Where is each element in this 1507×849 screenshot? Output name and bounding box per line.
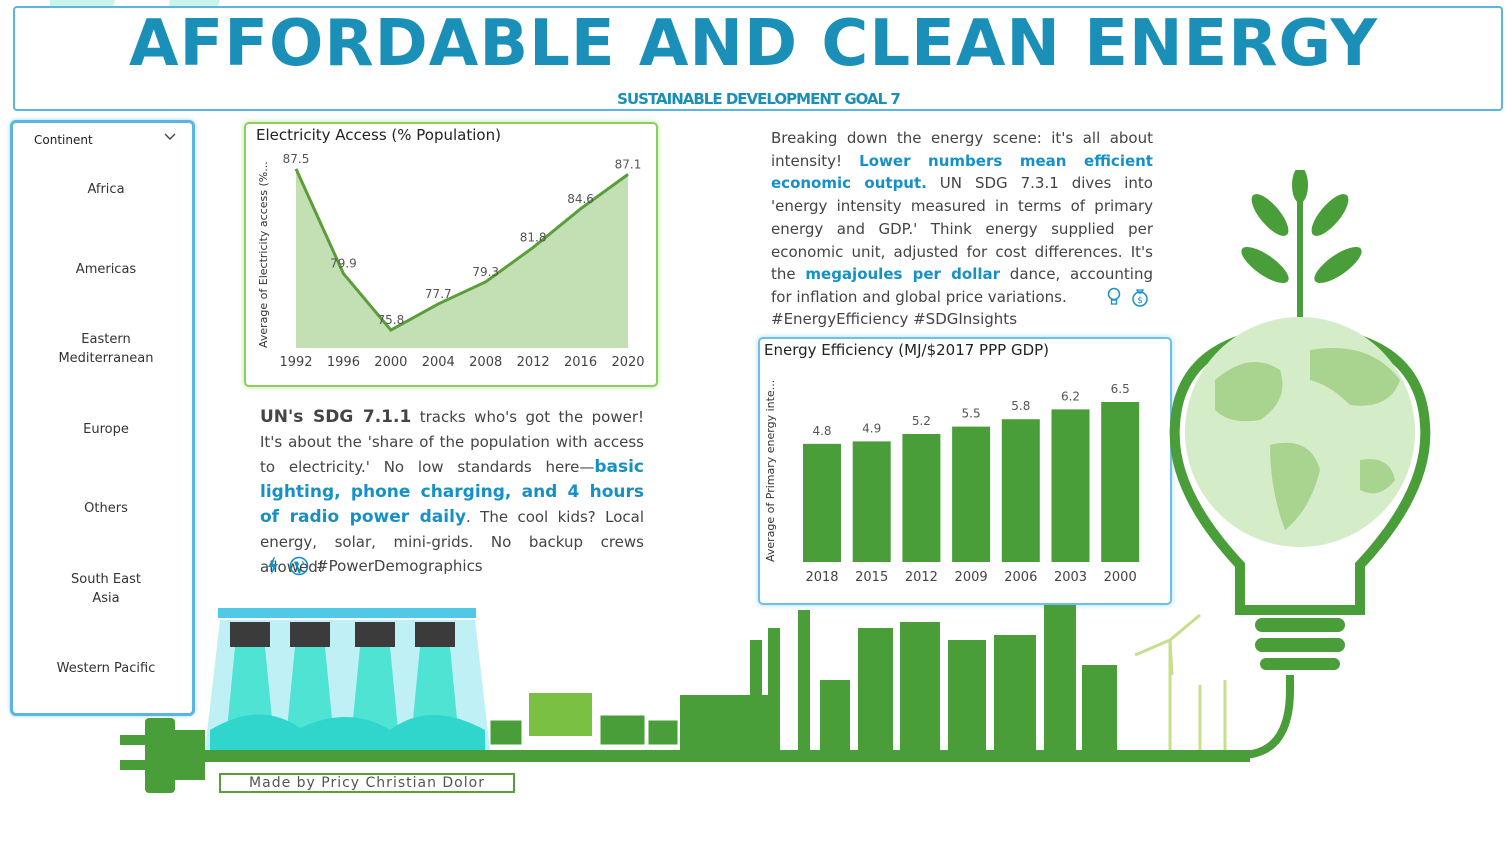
access-description: UN's SDG 7.1.1 tracks who's got the powe… (260, 405, 644, 580)
electricity-data-label: 75.8 (377, 313, 404, 327)
slicer-item-americas[interactable]: Americas (75, 262, 137, 277)
efficiency-highlight-1: Lower numbers mean efficient economic ou… (771, 151, 1153, 193)
efficiency-x-tick: 2015 (855, 570, 888, 585)
efficiency-data-label: 6.2 (1061, 389, 1080, 403)
efficiency-description: Breaking down the energy scene: it's all… (771, 127, 1153, 309)
efficiency-x-tick: 2006 (1004, 570, 1037, 585)
electricity-x-tick: 2008 (469, 355, 502, 370)
lightning-icon (266, 556, 280, 576)
electricity-data-label: 87.1 (615, 157, 642, 171)
access-text-1: tracks who's got the power! It's about t… (260, 408, 644, 476)
efficiency-bar[interactable] (1051, 409, 1090, 562)
efficiency-text-3: dance, accounting for inflation and glob… (771, 265, 1153, 306)
access-sdg-label: UN's SDG 7.1.1 (260, 407, 412, 427)
electricity-x-tick: 2020 (611, 355, 644, 370)
efficiency-x-tick: 2018 (805, 570, 838, 585)
efficiency-hashtag: #EnergyEfficiency #SDGInsights (771, 310, 1018, 328)
slicer-item-europe[interactable]: Europe (83, 422, 129, 437)
electricity-x-tick: 2004 (422, 355, 455, 370)
energy-efficiency-chart: 4.8 2018 4.9 2015 5.2 2012 5.5 2009 5.8 2006 6.2 20… (803, 382, 1140, 585)
page-title: AFFORDABLE AND CLEAN ENERGY (129, 7, 1378, 81)
lightbulb-globe-illustration (1169, 170, 1431, 759)
efficiency-highlight-2: megajoules per dollar (805, 265, 1001, 284)
efficiency-x-tick: 2009 (955, 570, 988, 585)
efficiency-bar[interactable] (1101, 402, 1140, 562)
efficiency-text-1: Breaking down the energy scene: it's all… (771, 129, 1153, 170)
efficiency-chart-title: Energy Efficiency (MJ/$2017 PPP GDP) (764, 341, 1050, 359)
electricity-series-line (294, 168, 629, 332)
access-text-2: . The cool kids? Local energy, solar, mi… (260, 508, 644, 576)
chevron-down-icon[interactable] (162, 128, 178, 144)
lightbulb-icon (1106, 287, 1122, 307)
electricity-data-label: 79.9 (330, 257, 357, 271)
energy-city-illustration (120, 605, 1250, 793)
electricity-access-chart: 87.5 1992 79.9 1996 75.8 2000 77.7 2004 79.3 2008… (279, 152, 644, 370)
efficiency-bar[interactable] (852, 441, 891, 562)
electricity-x-tick: 2000 (374, 355, 407, 370)
efficiency-data-label: 5.5 (962, 407, 981, 421)
slicer-item-others[interactable]: Others (84, 501, 128, 516)
electricity-x-tick: 2012 (517, 355, 550, 370)
access-hashtag: #PowerDemographics (316, 557, 483, 575)
header-frame (13, 6, 1503, 111)
slicer-item-south-east-asia[interactable]: South East Asia (71, 572, 141, 606)
slicer-label: Continent (34, 133, 93, 147)
electricity-x-tick: 1996 (327, 355, 360, 370)
electricity-x-tick: 2016 (564, 355, 597, 370)
efficiency-data-label: 5.2 (912, 414, 931, 428)
author-credit: Made by Pricy Christian Dolor (219, 773, 515, 793)
efficiency-bar[interactable] (952, 426, 991, 562)
slicer-item-eastern-mediterranean[interactable]: Eastern Mediterranean (58, 332, 154, 366)
efficiency-bar[interactable] (1001, 419, 1040, 562)
electricity-chart-ylabel: Average of Electricity access (%... (257, 161, 270, 348)
electricity-data-label: 79.3 (472, 265, 499, 279)
efficiency-x-tick: 2000 (1104, 570, 1137, 585)
efficiency-bar[interactable] (803, 443, 841, 562)
efficiency-x-tick: 2012 (905, 570, 938, 585)
electricity-chart-title: Electricity Access (% Population) (256, 126, 501, 144)
efficiency-chart-ylabel: Average of Primary energy inte... (764, 379, 777, 562)
electricity-data-label: 84.6 (567, 192, 594, 206)
efficiency-data-label: 6.5 (1111, 382, 1130, 396)
slicer-item-western-pacific[interactable]: Western Pacific (56, 661, 156, 676)
efficiency-data-label: 4.8 (812, 424, 831, 438)
access-highlight: basic lighting, phone charging, and 4 ho… (260, 457, 644, 527)
electricity-data-label: 77.7 (425, 287, 452, 301)
continent-slicer (10, 120, 195, 716)
efficiency-data-label: 5.8 (1011, 399, 1030, 413)
electricity-data-label: 87.5 (283, 152, 310, 166)
slicer-item-africa[interactable]: Africa (87, 182, 125, 197)
electricity-data-label: 81.8 (520, 230, 547, 244)
svg-text:$: $ (1137, 296, 1143, 306)
electricity-x-tick: 1992 (279, 355, 312, 370)
efficiency-bar[interactable] (902, 434, 941, 562)
efficiency-x-tick: 2003 (1054, 570, 1087, 585)
page-subtitle: SUSTAINABLE DEVELOPMENT GOAL 7 (617, 90, 901, 108)
money-bag-icon: $ (1130, 287, 1150, 307)
efficiency-data-label: 4.9 (862, 421, 881, 435)
efficiency-text-2: UN SDG 7.3.1 dives into 'energy intensit… (771, 174, 1153, 284)
globe-icon (289, 556, 309, 576)
electricity-area-fill (296, 168, 628, 348)
